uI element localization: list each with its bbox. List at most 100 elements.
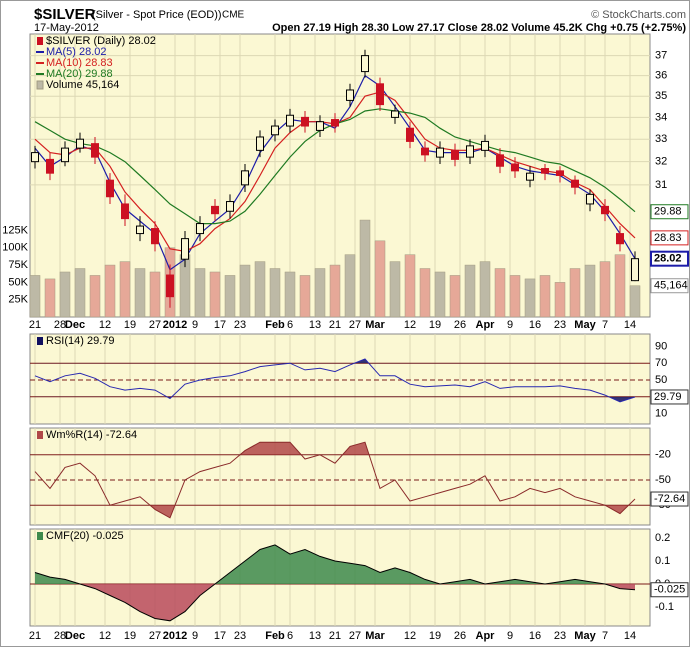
volume-bar [359, 219, 371, 318]
y-tick-label: 50 [655, 374, 667, 386]
legend-icon [37, 37, 43, 45]
legend-icon [37, 532, 43, 540]
quote-label: Open [272, 22, 300, 34]
x-tick-label: 16 [529, 319, 541, 331]
volume-bar [509, 275, 521, 318]
value-badge [650, 278, 689, 294]
volume-bar [194, 268, 206, 318]
y-tick-label: 31 [655, 179, 667, 191]
quote-value: 27.17 [417, 22, 445, 34]
legend-name: Volume [46, 79, 83, 91]
legend-name: Wm%R(14) [46, 429, 103, 441]
y2-tick-label: 50K [8, 276, 28, 288]
candle-body [121, 203, 129, 220]
x-tick-label: 19 [429, 319, 441, 331]
volume-bar [584, 264, 596, 318]
x-tick-label: 12 [404, 630, 416, 642]
quote-label: Volume [511, 22, 550, 34]
candle-body [466, 145, 474, 158]
volume-bar [539, 275, 551, 318]
candle-body [241, 170, 249, 186]
x-tick-label: Feb [265, 630, 285, 642]
legend-entry: MA(5) 28.02 [46, 46, 107, 58]
quote: Open 27.19 High 28.30 Low 27.17 Close 28… [272, 22, 686, 34]
candle-body [361, 55, 369, 73]
x-tick-label: 23 [554, 630, 566, 642]
volume-bar [449, 275, 461, 318]
x-tick-label: 27 [349, 319, 361, 331]
candle-body [571, 179, 579, 188]
legend-name: MA(20) [46, 68, 82, 80]
legend-icon [37, 337, 43, 345]
y2-tick-label: 75K [8, 259, 28, 271]
quote-value: 28.30 [361, 22, 389, 34]
legend-name: MA(10) [46, 57, 82, 69]
description: (Silver - Spot Price (EOD)) [92, 9, 222, 21]
indicator-line [34, 441, 636, 519]
volume-bar [149, 271, 161, 318]
date: 17-May-2012 [34, 22, 99, 34]
volume-bar [494, 268, 506, 318]
value-badge [650, 389, 689, 405]
x-tick-label: 14 [624, 319, 636, 331]
value-badge-label: 45,164 [654, 280, 688, 292]
quote-label: Low [392, 22, 414, 34]
legend-name: RSI(14) [46, 335, 84, 347]
x-tick-label: 27 [349, 630, 361, 642]
volume-bar [104, 264, 116, 318]
candle-body [436, 147, 444, 158]
candle-body [91, 143, 99, 158]
value-badge-label: 28.02 [654, 253, 682, 265]
y-tick-label: 37 [655, 50, 667, 62]
x-tick-label: 9 [192, 630, 198, 642]
x-tick-label: 19 [124, 319, 136, 331]
candle-body [316, 121, 324, 131]
y-tick-label: 70 [655, 357, 667, 369]
candle-body [31, 152, 39, 163]
y-tick-label: -20 [655, 449, 671, 461]
x-tick-label: 28 [54, 630, 66, 642]
volume-bar [629, 285, 641, 318]
candle-body [586, 193, 594, 205]
candle-body [451, 149, 459, 160]
volume-bar [329, 264, 341, 318]
candle-body [166, 274, 174, 298]
legend-icon [37, 431, 43, 439]
legend-value: -0.025 [92, 530, 123, 542]
x-tick-label: 12 [99, 319, 111, 331]
x-tick-label: 28 [54, 319, 66, 331]
candle-body [631, 258, 639, 282]
candle-body [211, 205, 219, 215]
x-tick-label: 13 [309, 319, 321, 331]
candle-body [346, 89, 354, 101]
volume-bar [209, 271, 221, 318]
indicator-line [34, 358, 636, 403]
legend-name: CMF(20) [46, 530, 89, 542]
legend-value: 28.83 [85, 57, 113, 69]
candle-body [151, 228, 159, 245]
x-tick-label: 2012 [163, 630, 187, 642]
y-tick-label: -50 [655, 474, 671, 486]
value-badge [650, 250, 689, 267]
legend-value: 29.88 [85, 68, 113, 80]
x-tick-label: Dec [65, 319, 85, 331]
x-tick-label: 23 [234, 319, 246, 331]
x-tick-label: 12 [99, 630, 111, 642]
volume-bar [269, 268, 281, 318]
candle-body [601, 205, 609, 215]
volume-bar [314, 268, 326, 318]
value-badge [650, 230, 689, 246]
volume-bar [374, 240, 386, 318]
value-badge-label: -72.64 [654, 493, 685, 505]
volume-bar [74, 268, 86, 318]
value-badge-label: 29.79 [654, 391, 682, 403]
y-tick-label: 36 [655, 70, 667, 82]
candle-body [136, 225, 144, 235]
quote-value: 27.19 [303, 22, 331, 34]
volume-bar [44, 278, 56, 318]
x-tick-label: 19 [429, 630, 441, 642]
x-tick-label: 27 [149, 319, 161, 331]
volume-bar [344, 254, 356, 318]
x-tick-label: 21 [29, 630, 41, 642]
value-badge [650, 582, 689, 598]
